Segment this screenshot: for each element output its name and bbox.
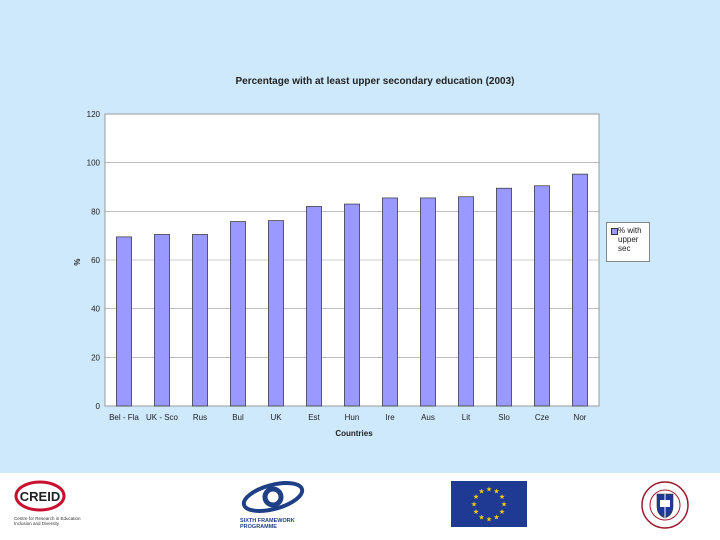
y-tick-label: 120 bbox=[87, 110, 101, 119]
bar-nor bbox=[572, 173, 588, 407]
creid-caption: Centre for Research in Education Inclusi… bbox=[14, 516, 81, 526]
bar-bul bbox=[230, 221, 246, 407]
x-tick-label: Bel - Fla bbox=[109, 413, 139, 422]
star-icon: ★ bbox=[486, 516, 492, 524]
x-tick-label: Ire bbox=[385, 413, 395, 422]
bar-rus bbox=[192, 234, 208, 407]
sixth-framework-label: SIXTH FRAMEWORK PROGRAMME bbox=[240, 518, 300, 530]
x-tick-label: Est bbox=[308, 413, 320, 422]
chart-legend: % with upper sec bbox=[606, 222, 650, 262]
x-tick-label: Lit bbox=[462, 413, 471, 422]
star-icon: ★ bbox=[473, 508, 479, 516]
creid-logo: CREID bbox=[14, 480, 66, 512]
star-icon: ★ bbox=[493, 488, 499, 496]
sixth-framework-text: SIXTH FRAMEWORK PROGRAMME bbox=[240, 518, 295, 530]
x-tick-label: UK bbox=[270, 413, 282, 422]
star-icon: ★ bbox=[493, 513, 499, 521]
x-tick-label: Bul bbox=[232, 413, 244, 422]
university-seal-icon bbox=[641, 481, 689, 529]
bar-uk bbox=[268, 220, 284, 407]
sixth-framework-logo-icon bbox=[241, 481, 305, 513]
y-tick-label: 40 bbox=[91, 305, 100, 314]
bar-bel-fla bbox=[116, 236, 132, 407]
x-tick-label: Rus bbox=[193, 413, 207, 422]
y-tick-label: 0 bbox=[96, 402, 101, 411]
bar-uk-sco bbox=[154, 234, 170, 407]
y-tick-label: 80 bbox=[91, 207, 100, 216]
star-icon: ★ bbox=[473, 493, 479, 501]
y-axis-label: % bbox=[73, 258, 82, 265]
eu-flag-icon: ★★★★★★★★★ ★ ★★ bbox=[451, 481, 527, 527]
legend-label: % with upper sec bbox=[618, 226, 642, 253]
bar-ire bbox=[382, 197, 398, 407]
legend-swatch bbox=[611, 228, 618, 235]
star-icon: ★ bbox=[499, 493, 505, 501]
chart-title: Percentage with at least upper secondary… bbox=[235, 76, 515, 87]
star-icon: ★ bbox=[471, 501, 477, 509]
star-icon: ★ bbox=[486, 486, 492, 494]
star-icon: ★ bbox=[478, 513, 484, 521]
x-axis-label: Countries bbox=[335, 429, 373, 438]
bar-aus bbox=[420, 197, 436, 407]
bar-hun bbox=[344, 203, 360, 407]
bar-chart: 0 20 40 60 80 100 120 Bel - Fla UK - Sco Rus Bul U… bbox=[73, 110, 600, 438]
x-tick-label: Slo bbox=[498, 413, 510, 422]
footer-logos bbox=[0, 473, 720, 540]
x-tick-label: UK - Sco bbox=[146, 413, 179, 422]
y-tick-label: 20 bbox=[91, 353, 100, 362]
x-tick-label: Cze bbox=[535, 413, 550, 422]
bar-lit bbox=[458, 196, 474, 407]
star-icon: ★ bbox=[499, 508, 505, 516]
bar-slo bbox=[496, 187, 512, 407]
y-tick-label: 60 bbox=[91, 256, 100, 265]
bar-cze bbox=[534, 185, 550, 407]
creid-logo-text: CREID bbox=[20, 489, 60, 504]
bar-est bbox=[306, 206, 322, 407]
star-icon: ★ bbox=[478, 488, 484, 496]
x-tick-label: Nor bbox=[574, 413, 587, 422]
star-icon: ★ bbox=[501, 501, 507, 509]
x-tick-label: Hun bbox=[345, 413, 360, 422]
x-tick-label: Aus bbox=[421, 413, 435, 422]
y-tick-label: 100 bbox=[87, 159, 101, 168]
